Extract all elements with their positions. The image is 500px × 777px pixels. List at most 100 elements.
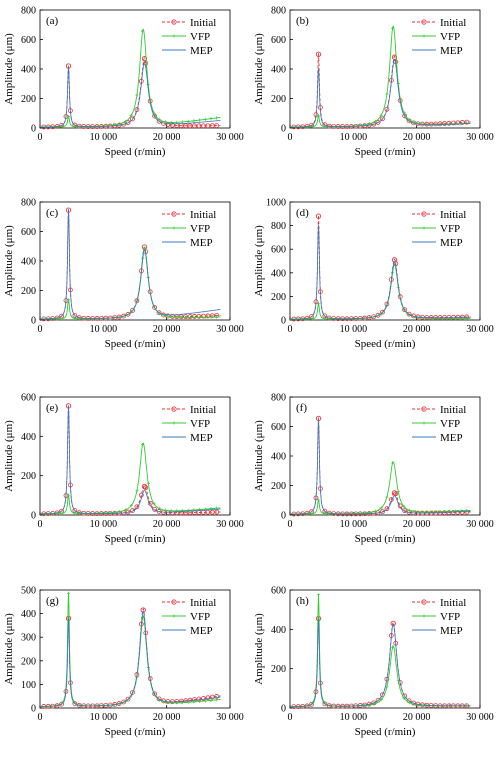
x-axis-label: Speed (r/min) (355, 338, 416, 350)
legend-label: MEP (190, 45, 213, 57)
y-tick-label: 800 (271, 221, 286, 232)
data-point (198, 315, 202, 319)
y-tick-label: 300 (21, 633, 36, 644)
y-tick-label: 400 (21, 609, 36, 620)
data-point (379, 506, 383, 510)
data-point (72, 508, 78, 513)
data-point (396, 489, 400, 494)
data-point (380, 116, 385, 122)
chart-panel-c: 0 200 400 600 800 0 10 000 20 000 30 000 Speed (r… (3, 198, 244, 351)
y-tick-label: 0 (281, 704, 286, 715)
y-tick-label: 500 (21, 586, 36, 597)
data-point (402, 696, 406, 700)
plot-frame (289, 589, 481, 709)
x-tick-label: 20 000 (153, 324, 181, 335)
x-tick-label: 30 000 (466, 712, 494, 723)
legend-label: MEP (190, 432, 213, 444)
chart-panel-b: 0 200 400 600 800 0 10 000 20 000 30 000 Speed (r… (253, 6, 494, 159)
y-tick-label: 200 (21, 94, 36, 105)
legend: Initial VFP MEP (412, 17, 466, 57)
data-point (442, 121, 447, 126)
data-point (72, 313, 78, 318)
y-tick-label: 600 (21, 227, 36, 238)
data-point (373, 119, 378, 123)
y-axis-label: Amplitude (μm) (3, 33, 15, 105)
data-point (156, 310, 162, 316)
data-point (311, 511, 315, 516)
chart-panel-e: 0 200 400 600 0 10 000 20 000 30 000 Speed (r/mi… (3, 393, 244, 546)
data-point (152, 305, 158, 310)
y-tick-label: 400 (21, 65, 36, 76)
x-axis-label: Speed (r/min) (105, 726, 166, 738)
data-point (322, 124, 326, 129)
data-point (72, 511, 76, 515)
legend-item-vfp: VFP (162, 31, 210, 43)
x-tick-label: 30 000 (466, 324, 494, 335)
x-tick-label: 10 000 (340, 712, 368, 723)
x-tick-label: 10 000 (340, 324, 368, 335)
legend-item-mep: MEP (162, 432, 213, 444)
legend-label: Initial (190, 17, 216, 29)
data-point (152, 502, 156, 506)
y-tick-label: 600 (21, 35, 36, 46)
legend-label: Initial (190, 209, 216, 221)
series-vfp (40, 591, 221, 708)
legend-label: VFP (440, 611, 460, 623)
series-mep (290, 419, 471, 515)
data-point (203, 699, 207, 703)
data-point (156, 696, 162, 702)
legend-label: Initial (190, 597, 216, 609)
legend-label: VFP (190, 611, 210, 623)
data-point (391, 645, 395, 649)
legend-label: VFP (440, 223, 460, 235)
data-point (209, 123, 215, 129)
x-tick-label: 30 000 (216, 519, 244, 530)
legend-marker (171, 211, 177, 217)
legend-item-vfp: VFP (412, 611, 460, 623)
y-tick-label: 800 (271, 6, 286, 17)
series-line-vfp (290, 461, 471, 515)
x-tick-label: 20 000 (403, 324, 431, 335)
legend-item-initial: Initial (412, 209, 466, 221)
legend-marker (422, 226, 426, 230)
legend-marker (172, 614, 176, 618)
data-point (72, 316, 76, 320)
legend-marker (421, 19, 427, 25)
series-line-initial (290, 53, 471, 128)
chart-panel-d: 0 200 400 600 800 1000 0 10 000 20 000 30 000 Spee… (253, 198, 494, 351)
y-tick-label: 400 (271, 625, 286, 636)
legend: Initial VFP MEP (412, 597, 466, 637)
data-point (436, 316, 440, 321)
y-tick-label: 0 (31, 124, 36, 135)
series-initial (40, 56, 221, 130)
series-line-mep (290, 419, 471, 515)
series-mep (290, 619, 471, 708)
data-point (101, 511, 105, 515)
y-tick-label: 600 (271, 35, 286, 46)
y-tick-label: 400 (21, 257, 36, 268)
legend-marker (172, 34, 176, 38)
y-tick-label: 100 (21, 680, 36, 691)
y-tick-label: 400 (271, 65, 286, 76)
data-point (134, 504, 140, 510)
series-line-mep (290, 224, 471, 320)
series-line-vfp (40, 28, 221, 128)
data-point (192, 315, 196, 319)
legend-item-vfp: VFP (412, 223, 460, 235)
series-line-mep (40, 61, 221, 128)
data-point (180, 120, 185, 124)
legend-item-vfp: VFP (162, 418, 210, 430)
legend-item-initial: Initial (162, 404, 216, 416)
legend-label: MEP (440, 625, 463, 637)
legend-item-mep: MEP (412, 237, 463, 249)
x-tick-label: 30 000 (216, 132, 244, 143)
x-axis-label: Speed (r/min) (355, 146, 416, 158)
data-point (141, 29, 145, 33)
data-point (141, 483, 148, 490)
x-tick-label: 10 000 (90, 519, 118, 530)
x-tick-label: 0 (38, 519, 43, 530)
data-point (396, 81, 400, 86)
x-tick-label: 0 (38, 712, 43, 723)
data-point (187, 123, 193, 129)
data-point (209, 315, 213, 319)
